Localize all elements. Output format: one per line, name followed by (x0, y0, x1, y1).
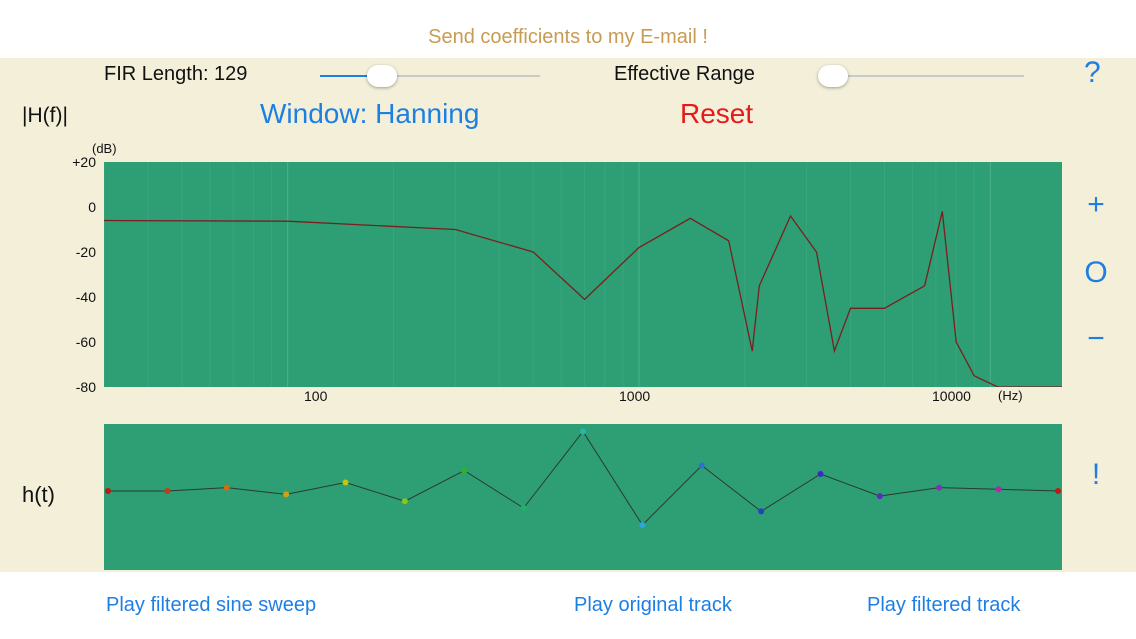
impulse-point (995, 486, 1002, 493)
zoom-reset-button[interactable]: O (1084, 256, 1108, 289)
fir-length-label: FIR Length: 129 (104, 63, 248, 85)
impulse-point (1055, 488, 1061, 494)
impulse-point (105, 488, 111, 494)
impulse-point (876, 493, 883, 500)
fir-length-slider-thumb[interactable] (366, 65, 397, 87)
impulse-response-points (105, 428, 1061, 528)
play-original-track-button[interactable]: Play original track (574, 594, 732, 616)
window-select-button[interactable]: Window: Hanning (260, 98, 480, 129)
impulse-point (520, 505, 527, 511)
zoom-in-button[interactable]: + (1087, 188, 1105, 221)
impulse-point (164, 488, 171, 494)
impulse-point (223, 484, 230, 491)
impulse-response-label: h(t) (22, 482, 55, 507)
x-tick-label: 10000 (932, 388, 971, 404)
impulse-plot-background (104, 424, 1062, 570)
impulse-point (580, 428, 586, 435)
impulse-point (758, 508, 765, 515)
y-tick-label: -60 (75, 334, 96, 350)
frequency-response-curve (104, 211, 1062, 387)
y-unit-label: (dB) (92, 141, 117, 156)
impulse-point (698, 462, 705, 469)
frequency-response-plot[interactable] (104, 162, 1062, 387)
frequency-grid (104, 162, 991, 387)
impulse-marker-button[interactable]: ! (1091, 458, 1101, 491)
impulse-response-plot[interactable] (104, 424, 1062, 570)
fir-length-slider-fill (320, 75, 382, 77)
play-filtered-sine-sweep-button[interactable]: Play filtered sine sweep (106, 594, 317, 616)
y-tick-label: -20 (75, 244, 96, 260)
y-tick-label: -40 (75, 289, 96, 305)
impulse-point (639, 522, 646, 528)
send-coefficients-link[interactable]: Send coefficients to my E-mail ! (428, 26, 708, 48)
impulse-point (401, 498, 408, 505)
effective-range-label: Effective Range (614, 63, 755, 85)
impulse-point (461, 467, 468, 474)
impulse-point (342, 479, 349, 486)
play-filtered-track-button[interactable]: Play filtered track (867, 594, 1021, 616)
y-tick-label: +20 (72, 154, 96, 170)
fir-length-slider[interactable] (320, 65, 540, 87)
impulse-point (283, 491, 290, 498)
zoom-out-button[interactable]: − (1087, 322, 1105, 355)
frequency-response-label: |H(f)| (22, 104, 68, 127)
impulse-point (936, 484, 943, 491)
help-button[interactable]: ? (1084, 56, 1101, 89)
y-tick-label: 0 (88, 199, 96, 215)
effective-range-slider[interactable] (818, 65, 1024, 87)
frequency-plot-background (104, 162, 1062, 387)
reset-button[interactable]: Reset (680, 98, 754, 129)
x-tick-label: 1000 (619, 388, 651, 404)
effective-range-slider-thumb[interactable] (818, 65, 848, 87)
impulse-point (817, 471, 824, 477)
y-tick-label: -80 (75, 379, 96, 395)
x-unit-label: (Hz) (998, 388, 1023, 403)
x-tick-label: 100 (304, 388, 328, 404)
